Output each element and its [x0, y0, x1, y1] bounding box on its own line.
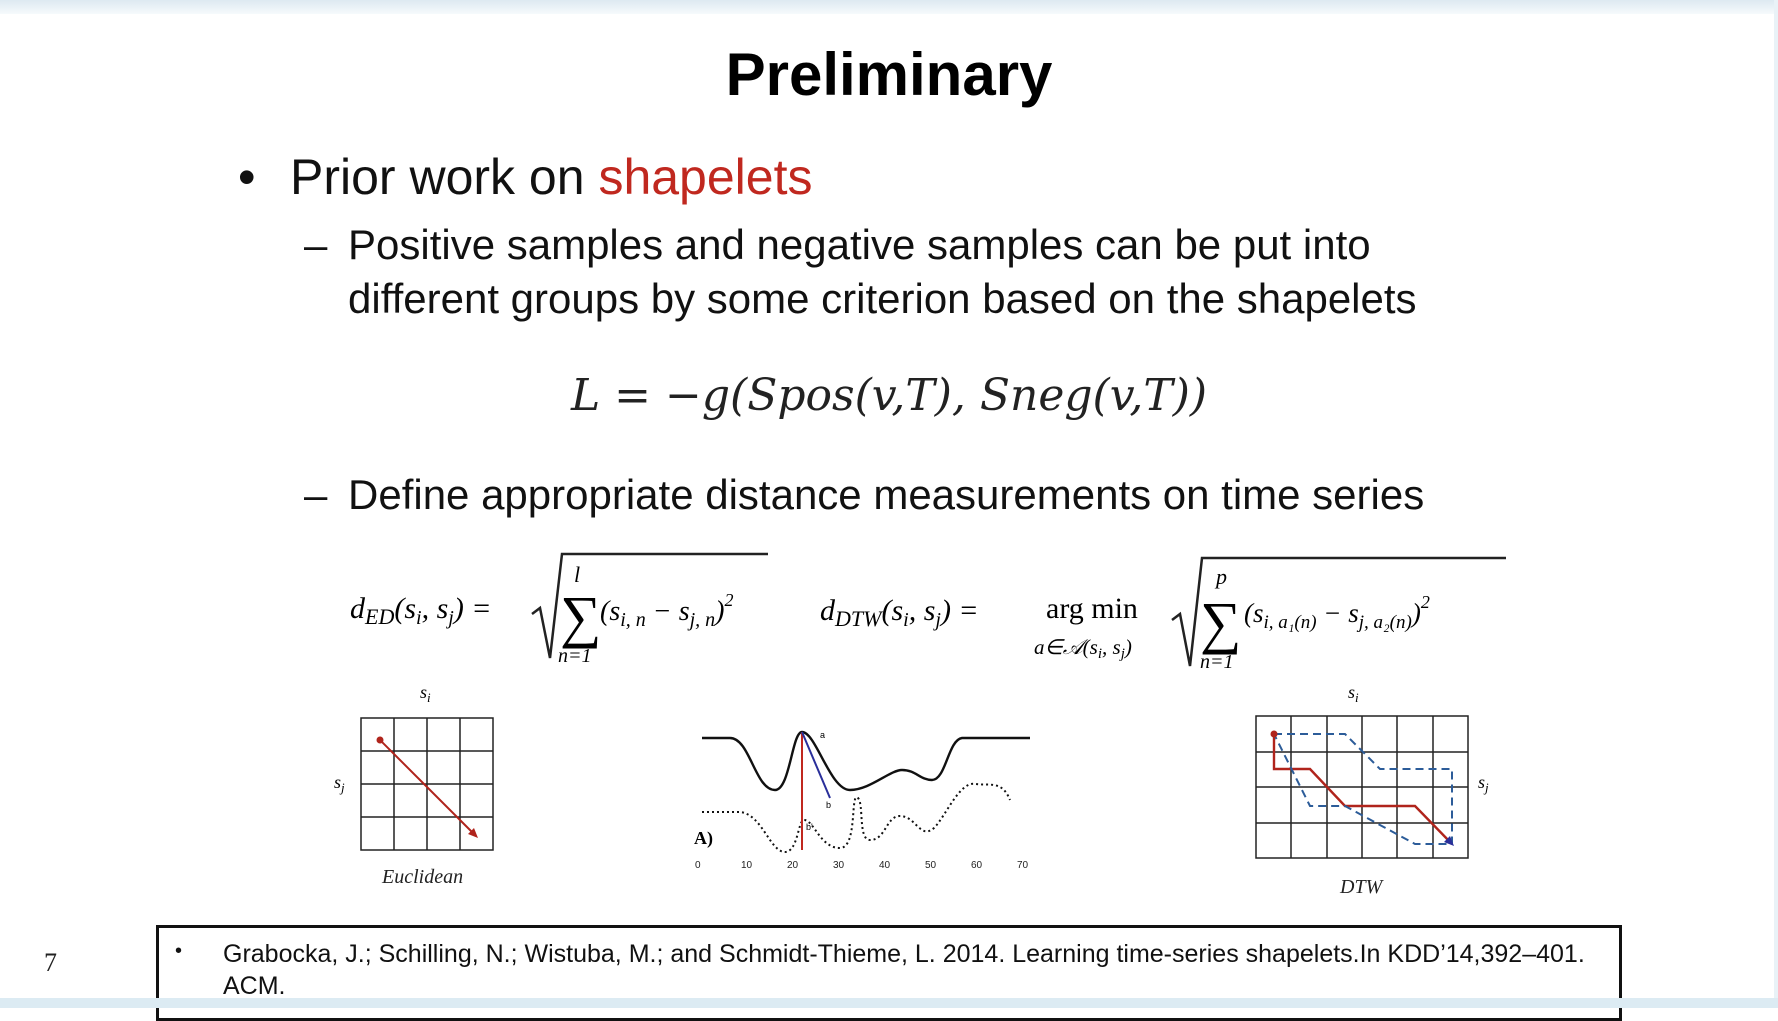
svg-text:(si, a₁(n) − sj, a₂(n))2: (si, a₁(n) − sj, a₂(n))2	[1244, 592, 1430, 633]
dtw-grid	[1255, 715, 1469, 859]
svg-text:(si, n − sj, n)2: (si, n − sj, n)2	[600, 590, 733, 631]
sub-bullet-line2: different groups by some criterion based…	[348, 275, 1417, 322]
dtw-band-blue	[1273, 733, 1453, 845]
svg-text:b: b	[826, 800, 831, 810]
svg-text:n=1: n=1	[558, 645, 592, 667]
bottom-border	[0, 998, 1778, 1008]
upper-series	[702, 730, 1030, 792]
sj-label: sj	[1478, 772, 1489, 795]
bullet-dot: •	[238, 149, 256, 205]
sqrt-symbol	[531, 552, 768, 659]
sub-bullet-distance-text: Define appropriate distance measurements…	[348, 471, 1425, 518]
axis-tick-label: 30	[833, 860, 845, 871]
lower-series	[702, 782, 1011, 854]
sub-bullet-line1: Positive samples and negative samples ca…	[348, 221, 1371, 268]
eq-ed-lhs: dED(si, sj) =	[350, 592, 492, 629]
reference-text: Grabocka, J.; Schilling, N.; Wistuba, M.…	[223, 940, 1585, 1000]
svg-text:a: a	[820, 730, 825, 740]
reference-bullet: •	[175, 940, 183, 962]
sub-bullet-samples: – Positive samples and negative samples …	[304, 218, 1417, 326]
top-border	[0, 0, 1778, 14]
dash-marker: –	[304, 221, 328, 268]
dtw-caption: DTW	[1340, 876, 1383, 898]
dash-marker: –	[304, 471, 328, 518]
dtw-figure: si sj	[1255, 682, 1489, 859]
blue-alignment-line	[801, 731, 831, 799]
axis-tick-label: 0	[695, 860, 701, 871]
loss-formula: L = −g(Spos(v,T), Sneg(v,T))	[570, 370, 1208, 421]
euclidean-caption: Euclidean	[382, 866, 464, 888]
svg-text:dDTW(si, sj) =: dDTW(si, sj) =	[820, 594, 979, 631]
si-label: si	[1348, 682, 1359, 705]
slide-title: Preliminary	[725, 41, 1053, 108]
svg-text:arg min: arg min	[1046, 592, 1138, 625]
euclidean-path	[379, 739, 477, 837]
page-number: 7	[44, 948, 57, 977]
svg-text:∑: ∑	[1200, 590, 1241, 655]
bullet-text: Prior work on	[290, 149, 599, 205]
axis-tick-label: 50	[925, 860, 937, 871]
svg-text:p: p	[1214, 564, 1227, 589]
bullet-prior-work: • Prior work on shapelets	[238, 148, 812, 206]
time-series-figure: a b b' A) 0 10 20 30 40 50 60 70	[694, 730, 1030, 871]
dtw-equation: dDTW(si, sj) = arg min a∈𝒜(si, sj) p ∑ n…	[820, 556, 1506, 673]
axis-tick-label: 70	[1017, 860, 1029, 871]
sj-label: sj	[334, 772, 345, 795]
axis-tick-label: 10	[741, 860, 753, 871]
svg-text:a∈𝒜(si, sj): a∈𝒜(si, sj)	[1034, 635, 1132, 662]
euclidean-figure: si sj	[334, 682, 494, 851]
svg-text:n=1: n=1	[1200, 651, 1234, 673]
sqrt-symbol	[1171, 556, 1506, 667]
euclidean-grid	[360, 717, 494, 851]
sub-bullet-distance: – Define appropriate distance measuremen…	[304, 468, 1425, 522]
axis-ticks: 0 10 20 30 40 50 60 70	[695, 860, 1029, 871]
axis-tick-label: 40	[879, 860, 891, 871]
right-edge	[1774, 0, 1778, 1008]
svg-text:l: l	[574, 562, 580, 587]
axis-tick-label: 20	[787, 860, 799, 871]
svg-text:∑: ∑	[560, 584, 601, 649]
svg-text:b': b'	[806, 822, 813, 832]
axis-tick-label: 60	[971, 860, 983, 871]
si-label: si	[420, 682, 431, 705]
dtw-path-red	[1272, 734, 1453, 845]
bullet-highlight: shapelets	[598, 149, 813, 205]
panel-label: A)	[694, 828, 713, 849]
euclidean-equation: dED(si, sj) = l ∑ n=1 (si, n − sj, n)2	[350, 552, 768, 667]
